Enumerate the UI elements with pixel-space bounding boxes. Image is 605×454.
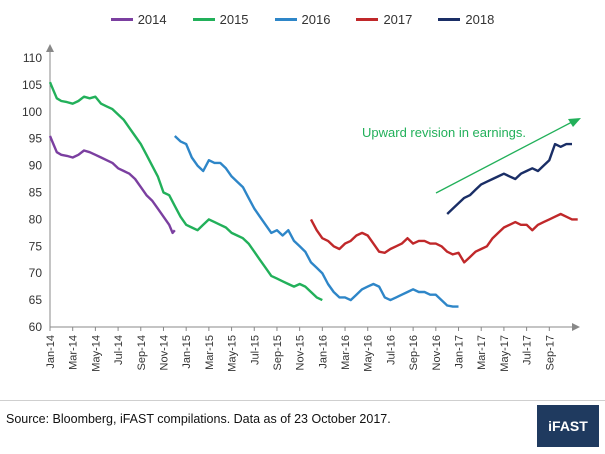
legend-label: 2018 [465,11,495,27]
footer-divider [0,400,605,401]
legend-swatch [356,17,379,21]
ifast-logo: iFAST [537,405,599,447]
y-tick-label: 90 [29,159,43,173]
legend-item-2016: 2016 [274,11,331,27]
legend-item-2015: 2015 [192,11,249,27]
y-axis-arrow [46,44,54,52]
x-tick-label: Jul-17 [522,335,534,365]
y-tick-label: 75 [29,239,43,253]
legend-label: 2014 [137,11,167,27]
legend-label: 2015 [219,11,249,27]
x-tick-label: May-15 [227,335,239,372]
x-tick-label: Nov-16 [431,335,443,370]
legend-label: 2016 [301,11,331,27]
y-tick-label: 65 [29,293,43,307]
y-tick-label: 85 [29,186,43,200]
x-tick-label: May-16 [363,335,375,372]
legend-swatch [438,17,461,21]
x-tick-label: Mar-17 [476,335,488,370]
legend-item-2018: 2018 [438,12,494,27]
y-tick-label: 110 [23,51,42,65]
source-note: Source: Bloomberg, iFAST compilations. D… [6,412,391,426]
x-tick-label: Sep-17 [544,335,556,370]
legend-item-2017: 2017 [356,12,412,27]
legend-item-2014: 2014 [110,11,167,27]
tick-labels: 60 65 70 75 80 85 90 95 100 105 110 Jan-14 Mar-14 May… [22,51,556,372]
x-tick-label: May-14 [90,335,102,372]
legend-swatch [192,17,215,21]
annotation-arrowhead [568,118,581,127]
x-tick-label: Jul-14 [113,335,125,365]
x-tick-label: Mar-15 [204,335,216,370]
y-tick-label: 60 [29,320,43,334]
chart-legend: 2014 2015 2016 2017 2018 [0,8,605,30]
x-tick-label: Jan-17 [454,335,466,369]
chart-footer: Source: Bloomberg, iFAST compilations. D… [0,400,605,454]
series-line-2018 [446,142,572,215]
legend-swatch [274,17,297,21]
annotation-arrow-line [435,121,573,194]
x-tick-label: May-17 [499,335,511,372]
series-group [48,81,578,308]
x-tick-label: Mar-16 [340,335,352,370]
x-axis-arrow [572,323,580,331]
x-tick-label: Sep-15 [272,335,284,370]
x-tick-label: Sep-14 [136,335,148,370]
legend-swatch [110,17,133,21]
y-tick-label: 105 [22,78,42,92]
x-tick-label: Jul-15 [249,335,261,365]
series-line-2015 [48,81,323,302]
x-tick-label: Mar-14 [68,335,80,370]
y-tick-label: 100 [22,105,42,119]
series-line-2017 [309,212,578,264]
x-tick-label: Jul-16 [385,335,397,365]
y-tick-label: 80 [29,212,43,226]
x-tick-label: Nov-14 [158,335,170,370]
legend-label: 2017 [383,11,413,27]
x-tick-label: Sep-16 [408,335,420,370]
line-chart: 60 65 70 75 80 85 90 95 100 105 110 Jan-14 Mar-14 May… [22,44,581,372]
series-line-2016 [173,135,459,308]
x-tick-label: Jan-16 [317,335,329,369]
x-tick-label: Jan-14 [45,335,57,369]
annotation-text: Upward revision in earnings. [362,125,526,140]
annotation-group: Upward revision in earnings. [362,118,581,194]
x-tick-label: Jan-15 [181,335,193,369]
y-tick-label: 95 [29,132,43,146]
series-line-2014 [48,135,176,235]
chart-axes [46,44,580,331]
y-tick-label: 70 [29,266,43,280]
x-tick-label: Nov-15 [295,335,307,370]
